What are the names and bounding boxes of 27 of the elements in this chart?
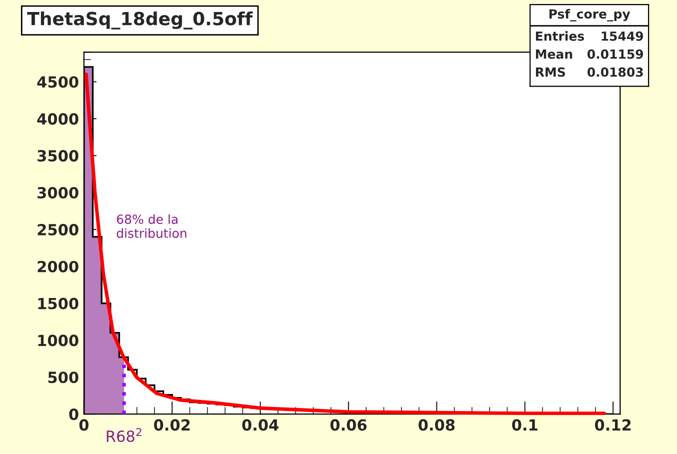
chart-title: ThetaSq_18deg_0.5off <box>27 11 253 30</box>
x-tick-label: 0 <box>79 419 89 431</box>
y-tick-label: 1500 <box>38 298 78 310</box>
x-tick-label: 0.02 <box>154 419 190 431</box>
y-tick-label: 2500 <box>38 224 78 236</box>
annotation: RMS <box>536 67 565 77</box>
y-tick-label: 2000 <box>38 260 78 272</box>
x-tick-label: 0.08 <box>418 419 455 431</box>
y-tick-label: 3500 <box>38 150 78 162</box>
x-tick-label: 0.06 <box>330 419 367 431</box>
y-tick-label: 3000 <box>38 186 78 199</box>
x-tick-label: 0.1 <box>512 419 538 431</box>
annotation: 68% de la distribution <box>116 214 186 238</box>
text: Entries <box>536 31 584 41</box>
ref-line-label: R68$^{2}$ <box>106 428 142 442</box>
y-tick-label: 1000 <box>38 334 78 346</box>
text: 15449 <box>602 31 644 41</box>
annotation: Mean <box>536 50 572 59</box>
y-tick-label: 4000 <box>37 113 78 125</box>
y-tick-label: 4500 <box>37 76 78 88</box>
x-tick-label: 0.12 <box>594 419 631 431</box>
annotation: 0.01159 <box>587 49 644 59</box>
y-tick-label: 500 <box>48 372 78 384</box>
annotation: 0.01803 <box>587 67 643 77</box>
y-tick-label: 0 <box>69 408 78 420</box>
text: Psf_core_py <box>549 8 630 22</box>
x-tick-label: 0.04 <box>242 419 278 431</box>
